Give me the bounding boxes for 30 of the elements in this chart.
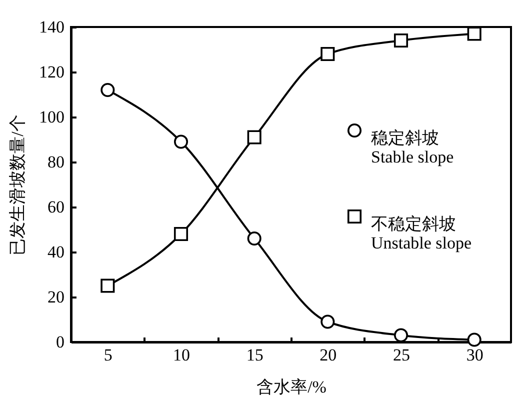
x-tick-label: 25 (393, 346, 410, 364)
y-axis-title: 已发生滑坡数量/个 (8, 114, 27, 256)
y-tick-label: 0 (56, 332, 64, 352)
point (394, 33, 408, 48)
point (174, 226, 188, 242)
point (100, 82, 115, 98)
legend-label: 不稳定斜坡 Unstable slope (371, 214, 472, 252)
x-tick-label: 15 (246, 346, 264, 364)
x-tick-label: 20 (320, 346, 337, 364)
y-tick-label: 100 (39, 108, 64, 126)
x-tick-label: 5 (104, 346, 112, 364)
point (100, 278, 115, 293)
point (320, 46, 335, 62)
y-tick-label: 40 (48, 242, 64, 262)
y-tick-label: 80 (48, 152, 64, 172)
legend-label: 稳定斜坡 Stable slope (371, 128, 454, 166)
y-tick-label: 120 (39, 62, 64, 82)
point (467, 332, 482, 347)
point (394, 328, 408, 342)
point (247, 231, 262, 246)
x-tick-label: 30 (466, 346, 484, 364)
y-tick-label: 20 (48, 288, 64, 306)
y-tick-label: 140 (39, 18, 64, 36)
point (320, 314, 335, 329)
point (174, 134, 188, 149)
y-tick-label: 60 (48, 198, 64, 216)
point (247, 130, 262, 144)
x-tick-label: 10 (173, 346, 190, 364)
x-axis-title: 含水率/% (256, 378, 326, 396)
point (467, 26, 482, 41)
